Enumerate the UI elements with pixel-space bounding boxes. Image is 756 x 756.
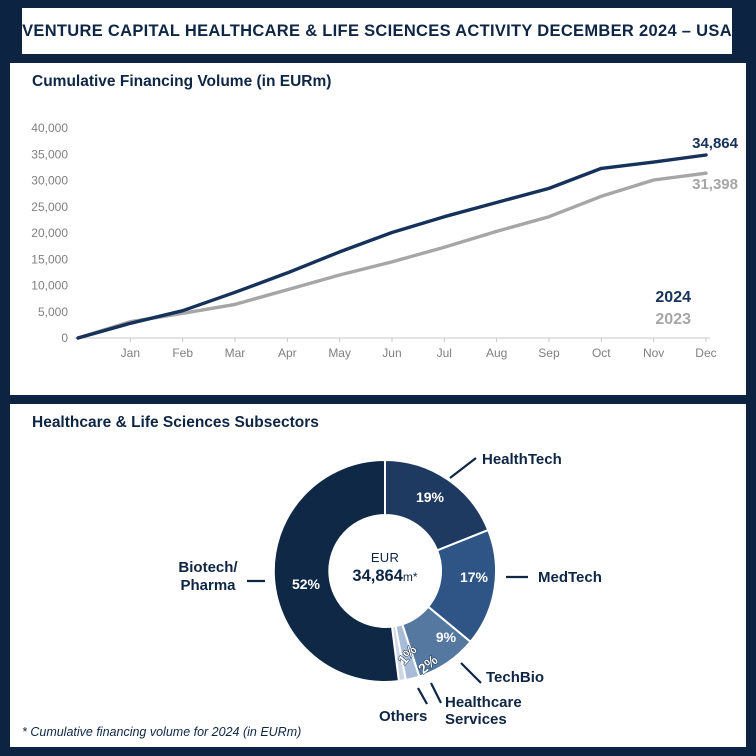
series-line-2023 (76, 171, 708, 340)
page-title: VENTURE CAPITAL HEALTHCARE & LIFE SCIENC… (22, 21, 732, 40)
y-axis-tick-label: 20,000 (31, 226, 68, 240)
line-2023-end-value: 31,398 (692, 176, 738, 193)
slice-percent-17%: 17% (460, 569, 489, 585)
line-chart-legend: 2024 2023 (655, 287, 691, 331)
donut-center-suffix: m* (402, 570, 418, 584)
series-line-2024 (76, 153, 708, 340)
leader-line-healthtech (449, 457, 477, 479)
line-chart-title: Cumulative Financing Volume (in EURm) (32, 73, 332, 90)
y-axis-tick-label: 40,000 (31, 121, 68, 135)
x-axis-tick-label: Dec (695, 346, 716, 360)
slice-label-healthcare-services: Healthcare Services (445, 694, 522, 728)
slice-label-techbio: TechBio (486, 669, 545, 686)
donut-slice-biotech-pharma (272, 458, 400, 683)
y-axis-tick-label: 10,000 (31, 279, 68, 293)
leader-line-techbio (460, 662, 482, 684)
donut-center-currency: EUR (370, 550, 400, 565)
y-axis-tick-label: 35,000 (31, 147, 68, 161)
donut-center-label: EUR 34,864m* (315, 550, 455, 586)
slice-percent-52%: 52% (292, 576, 321, 592)
x-axis-tick-label: Aug (486, 346, 507, 360)
leader-line-others (417, 687, 428, 705)
slice-label-healthtech: HealthTech (482, 451, 562, 468)
y-axis-tick-label: 25,000 (31, 200, 68, 214)
legend-item-2024: 2024 (655, 289, 691, 306)
x-axis-tick-label: Sep (538, 346, 560, 360)
y-axis-tick-label: 15,000 (31, 252, 68, 266)
line-2024-end-value: 34,864 (692, 135, 738, 152)
x-axis-tick-label: Oct (592, 346, 611, 360)
slice-label-medtech: MedTech (538, 569, 602, 586)
slice-label-biotech-pharma: Biotech/ Pharma (178, 559, 238, 594)
x-axis-tick-label: May (328, 346, 351, 360)
y-axis-tick-label: 30,000 (31, 174, 68, 188)
x-axis-tick-label: Nov (643, 346, 664, 360)
header-banner: VENTURE CAPITAL HEALTHCARE & LIFE SCIENC… (22, 8, 732, 54)
donut-slice-healthtech (384, 459, 490, 552)
footnote: * Cumulative financing volume for 2024 (… (22, 725, 302, 739)
slice-percent-19%: 19% (416, 489, 445, 505)
subsectors-panel: Healthcare & Life Sciences Subsectors 19… (10, 404, 746, 747)
cumulative-financing-line-chart: 0 5,000 10,000 15,000 20,000 25,000 30,000 35,0… (31, 121, 716, 360)
x-axis-tick-label: Mar (225, 346, 246, 360)
x-axis-tick-label: Jun (382, 346, 401, 360)
slice-percent-9%: 9% (436, 629, 457, 645)
x-axis-tick-label: Jul (437, 346, 452, 360)
line-chart-panel: Cumulative Financing Volume (in EURm) 0 5… (10, 63, 746, 395)
y-axis-tick-label: 5,000 (38, 305, 68, 319)
slice-label-others: Others (379, 708, 428, 725)
x-axis-tick-label: Feb (172, 346, 193, 360)
donut-center-value: 34,864m* (352, 567, 418, 585)
leader-line-healthcare-services (430, 682, 442, 704)
y-axis-tick-label: 0 (61, 331, 68, 345)
x-axis-tick-label: Jan (121, 346, 140, 360)
x-axis-tick-label: Apr (278, 346, 297, 360)
legend-item-2023: 2023 (655, 311, 691, 328)
subsectors-donut-chart: 19%17%9%2%1%52% (247, 457, 528, 705)
donut-chart-title: Healthcare & Life Sciences Subsectors (32, 414, 319, 431)
